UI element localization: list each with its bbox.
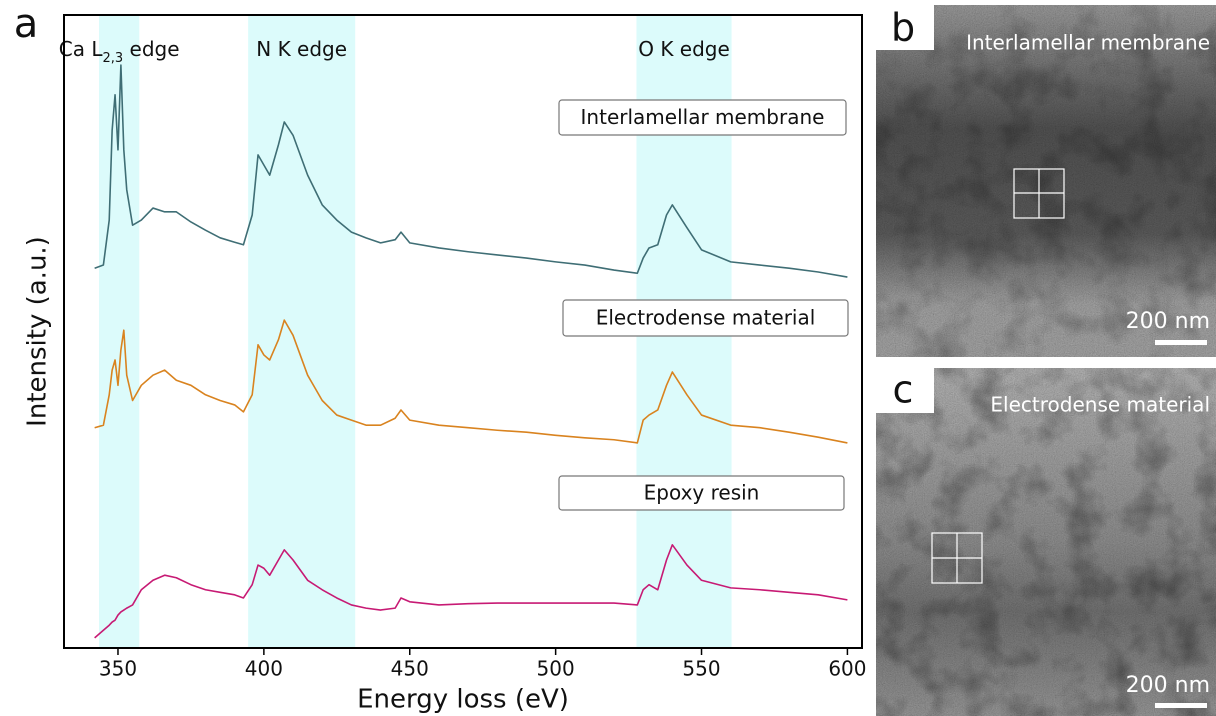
- edge-label: O K edge: [638, 37, 730, 61]
- spectrum-line: [94, 319, 848, 444]
- scale-bar: [1155, 703, 1207, 708]
- edge-band: [248, 15, 356, 648]
- x-tick-label: 350: [99, 657, 137, 681]
- series-label-box: [558, 475, 845, 511]
- image-shade: [876, 368, 1216, 716]
- series-label: Electrodense material: [596, 306, 816, 330]
- edge-label-text: N K edge: [256, 37, 347, 61]
- x-tick-label: 400: [245, 657, 283, 681]
- edge-label-text: Ca L: [59, 37, 104, 61]
- spectrum-line: [94, 64, 848, 278]
- image-caption: Electrodense material: [990, 393, 1210, 417]
- x-tick-label: 600: [828, 657, 866, 681]
- edge-label-subscript: 2,3: [102, 51, 123, 66]
- label-bg: [876, 5, 934, 50]
- series-label: Interlamellar membrane: [581, 105, 825, 129]
- x-tick-label: 500: [537, 657, 575, 681]
- scale-label: 200 nm: [1126, 309, 1210, 334]
- roi-grid: [931, 532, 983, 584]
- x-tick-label: 550: [682, 657, 720, 681]
- panel-label: c: [893, 368, 914, 412]
- edge-label: N K edge: [256, 37, 347, 61]
- micrograph-c: [876, 368, 1216, 716]
- edge-label: Ca L2,3 edge: [59, 37, 180, 66]
- y-axis-label: Intensity (a.u.): [23, 236, 53, 427]
- image-shade: [876, 5, 1216, 357]
- series-label-box: [558, 99, 847, 136]
- series-label-box: [562, 299, 849, 337]
- roi-grid: [1013, 168, 1065, 219]
- x-tick-label: 450: [391, 657, 429, 681]
- micrographs: b c Interlamellar membrane Electrodense …: [876, 5, 1216, 716]
- scale-label: 200 nm: [1126, 673, 1210, 698]
- edge-label-text: O K edge: [638, 37, 730, 61]
- panel-label: a: [14, 1, 39, 47]
- image-caption: Interlamellar membrane: [966, 31, 1210, 55]
- scale-bar: [1155, 340, 1207, 345]
- series-label: Epoxy resin: [644, 481, 760, 505]
- spectrum-chart: Ca L2,3 edge N K edge O K edge Interlamella…: [14, 1, 867, 715]
- plot-frame: [63, 14, 863, 649]
- x-axis-label: Energy loss (eV): [357, 685, 569, 715]
- edge-label-suffix: edge: [123, 37, 179, 61]
- spectrum-line: [94, 544, 848, 639]
- label-bg: [876, 368, 934, 413]
- panel-label: b: [891, 6, 915, 50]
- micrograph-b: [876, 5, 1216, 357]
